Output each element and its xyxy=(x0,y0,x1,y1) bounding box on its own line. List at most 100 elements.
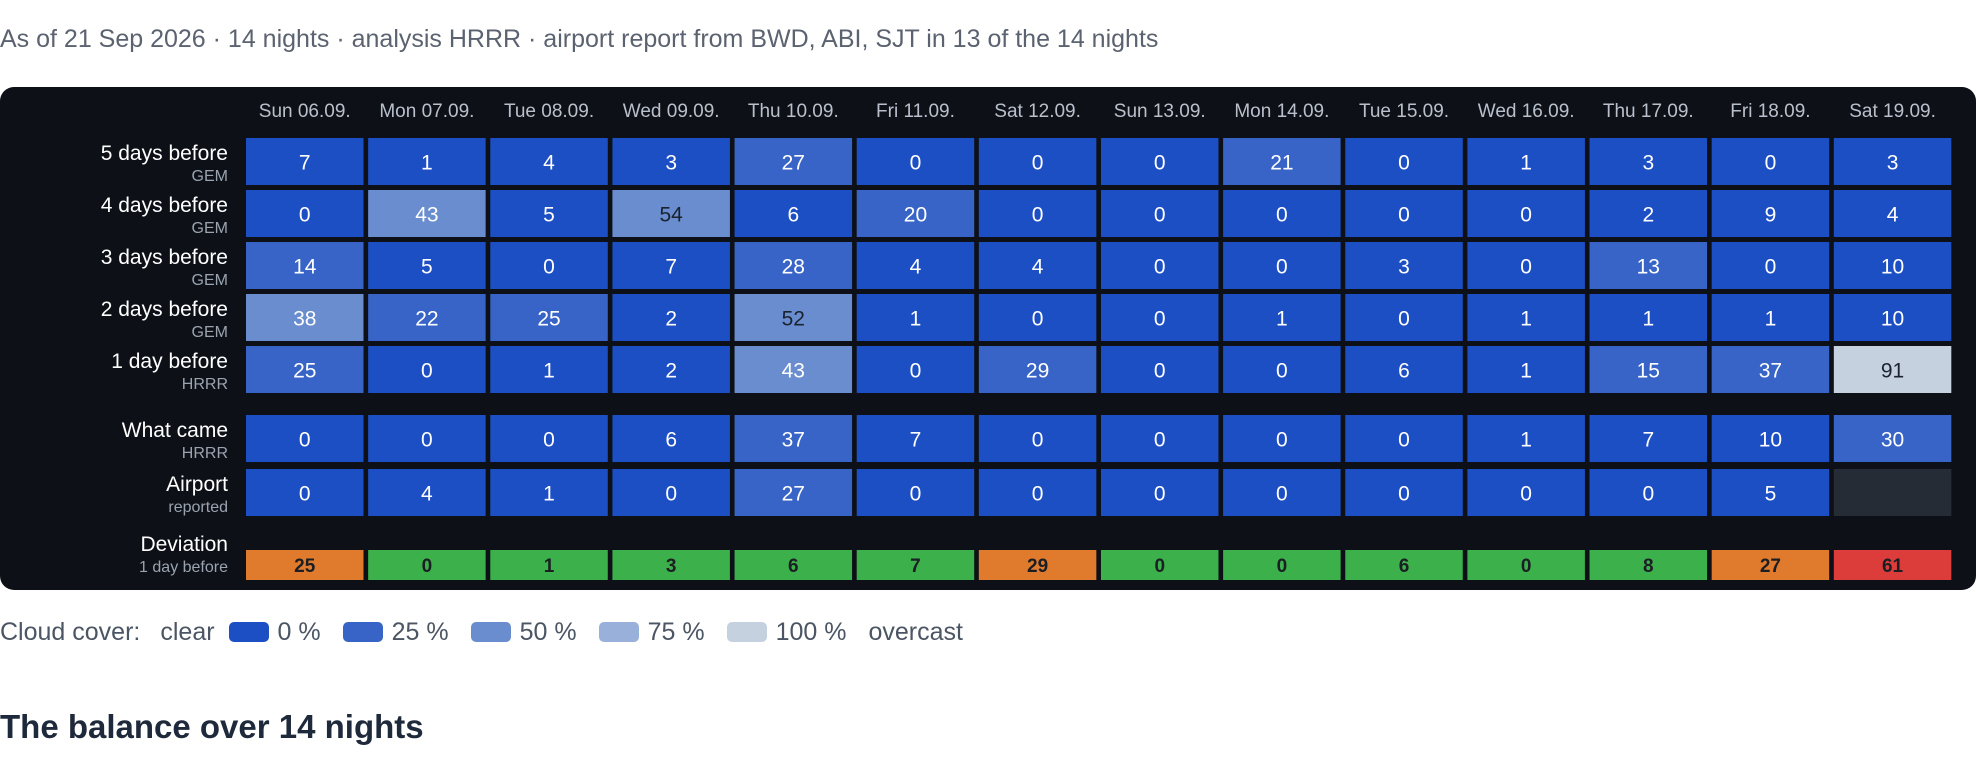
heatmap-cell xyxy=(368,415,486,462)
heatmap-cell xyxy=(734,242,853,289)
cell-value: 0 xyxy=(1398,308,1410,331)
deviation-value: 1 xyxy=(544,556,555,577)
cell-value: 25 xyxy=(537,308,560,331)
heatmap-cell xyxy=(856,415,975,462)
heatmap-cell xyxy=(1467,294,1585,341)
cell-value: 6 xyxy=(1398,360,1410,383)
cell-value: 3 xyxy=(665,152,677,175)
legend-item-1: 25 % xyxy=(342,618,449,647)
heatmap-cell xyxy=(1467,415,1585,462)
cloud-cover-heatmap: Sun 06.09. Mon 07.09. Tue 08.09. Wed 09.09.… xyxy=(0,87,1976,590)
heatmap-cell xyxy=(490,469,608,516)
cell-value: 10 xyxy=(1759,429,1782,452)
heatmap-cell xyxy=(1345,415,1463,462)
cell-value: 29 xyxy=(1026,360,1049,383)
deviation-value: 29 xyxy=(1027,556,1048,577)
cell-value: 1 xyxy=(1765,308,1777,331)
cell-value: 0 xyxy=(1032,204,1044,227)
cell-value: 25 xyxy=(293,360,316,383)
heatmap-cell xyxy=(734,138,853,185)
heatmap-cell xyxy=(734,415,853,462)
cell-value: 2 xyxy=(665,308,677,331)
legend-item-0: 0 % xyxy=(228,617,321,647)
cell-value: 0 xyxy=(1154,256,1166,279)
heatmap-cell xyxy=(1589,469,1708,516)
heatmap-cell xyxy=(1589,242,1708,289)
heatmap-cell xyxy=(1223,346,1341,393)
heatmap-cell xyxy=(1833,242,1952,289)
cell-value: 43 xyxy=(415,204,438,227)
legend-item-label-0: 0 % xyxy=(277,617,321,646)
legend-swatch-4 xyxy=(726,622,767,642)
cell-value: 0 xyxy=(1154,204,1166,227)
cell-value: 1 xyxy=(1520,429,1532,452)
cell-value: 30 xyxy=(1881,429,1904,452)
heatmap-cell xyxy=(1223,242,1341,289)
cell-value: 3 xyxy=(1887,152,1899,175)
legend-item-label-3: 75 % xyxy=(647,617,705,646)
cell-value: 1 xyxy=(1642,308,1654,331)
deviation-value: 27 xyxy=(1760,556,1781,577)
legend-swatch-3 xyxy=(598,622,639,642)
heatmap-cell xyxy=(246,415,364,462)
deviation-cell xyxy=(1100,550,1219,580)
cell-value: 7 xyxy=(910,429,922,452)
heatmap-cell xyxy=(246,190,364,237)
cell-value: 54 xyxy=(659,204,683,227)
heatmap-cell xyxy=(1223,294,1341,341)
row-label: 5 days before xyxy=(101,142,228,165)
heatmap-cell xyxy=(1589,294,1708,341)
cell-value: 0 xyxy=(1520,483,1532,506)
cell-value: 7 xyxy=(1642,429,1654,452)
cell-value: 0 xyxy=(1765,152,1777,175)
heatmap-cell xyxy=(612,415,730,462)
heatmap-cell xyxy=(368,138,486,185)
row-sublabel: reported xyxy=(168,499,228,516)
cell-value: 27 xyxy=(782,483,805,506)
heatmap-cell xyxy=(1100,346,1219,393)
heatmap-cell xyxy=(1833,415,1952,462)
deviation-value: 6 xyxy=(788,556,799,577)
cell-value: 1 xyxy=(1520,152,1532,175)
column-header: Thu 10.09. xyxy=(748,101,839,122)
heatmap-cell xyxy=(1711,469,1830,516)
cell-value: 0 xyxy=(1520,256,1532,279)
heatmap-cell xyxy=(368,190,486,237)
cell-value: 0 xyxy=(1276,483,1288,506)
deviation-value: 7 xyxy=(910,556,921,577)
row-label: 4 days before xyxy=(101,194,228,217)
heatmap-cell xyxy=(246,294,364,341)
row-label: What came xyxy=(122,419,228,442)
heatmap-cell xyxy=(368,469,486,516)
cell-value: 0 xyxy=(1154,308,1166,331)
cell-value: 4 xyxy=(1887,204,1899,227)
heatmap-cell xyxy=(856,242,975,289)
cloud-cover-legend: Cloud cover: clear 0 % 25 % 50 % 75 % 10… xyxy=(0,616,977,648)
deviation-cell xyxy=(368,550,486,580)
heatmap-cell xyxy=(1467,469,1585,516)
cell-value: 1 xyxy=(421,152,433,175)
cell-value: 6 xyxy=(787,204,799,227)
cell-value: 0 xyxy=(421,429,433,452)
column-header: Sat 19.09. xyxy=(1849,101,1936,122)
heatmap-cell xyxy=(1100,242,1219,289)
deviation-cell xyxy=(246,550,364,580)
deviation-cell xyxy=(1345,550,1463,580)
deviation-cell xyxy=(612,550,730,580)
column-header: Sun 06.09. xyxy=(259,101,351,122)
legend-item-label-4: 100 % xyxy=(775,617,847,646)
heatmap-cell xyxy=(1345,294,1463,341)
cell-value: 0 xyxy=(910,483,922,506)
column-header: Thu 17.09. xyxy=(1603,101,1694,122)
deviation-value: 6 xyxy=(1399,556,1410,577)
cell-value: 0 xyxy=(543,256,555,279)
cell-value: 0 xyxy=(1276,360,1288,383)
cell-value: 0 xyxy=(299,429,311,452)
heatmap-cell xyxy=(1711,242,1830,289)
cell-value: 2 xyxy=(665,360,677,383)
heatmap-cell xyxy=(1223,415,1341,462)
row-sublabel: GEM xyxy=(192,324,228,341)
heatmap-cell xyxy=(612,190,730,237)
row-label: 3 days before xyxy=(101,246,228,269)
cell-value: 0 xyxy=(1642,483,1654,506)
